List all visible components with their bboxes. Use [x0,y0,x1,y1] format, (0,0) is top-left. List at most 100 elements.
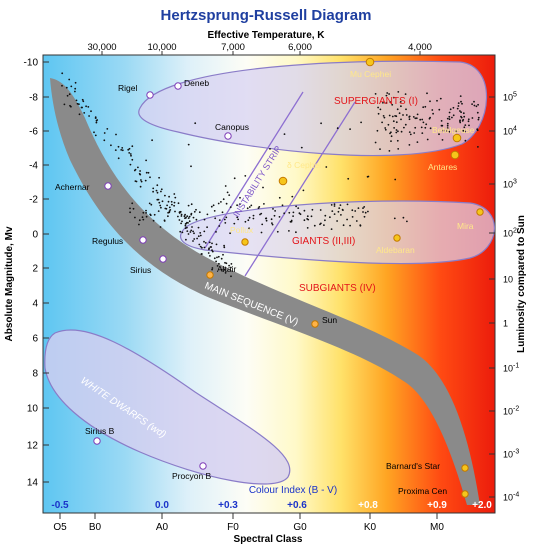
star-dot [311,208,314,211]
left-axis-tick-label: -8 [29,93,38,104]
left-axis-tick-label: 6 [32,334,38,345]
star-dot [161,200,164,203]
star-dot [192,230,195,233]
white-dwarf-region [44,329,291,485]
star-dot [128,152,131,154]
star-dot [416,141,419,144]
star-dot [132,207,135,210]
star-dot [468,124,470,127]
star-dot [397,148,400,150]
star-dot [391,115,394,118]
star-dot [131,202,134,205]
left-axis-tick-label: 2 [32,264,38,275]
star-dot [188,215,191,218]
star-dot [199,245,202,248]
star-dot [236,204,239,207]
star-dot [173,204,176,207]
star-dot [464,139,467,142]
star-dot [149,213,152,216]
star-dot [331,210,334,213]
star-dot [211,249,213,252]
star-dot [379,108,382,111]
star-dot [336,127,339,130]
star-dot [363,215,366,218]
star-dot [121,149,124,152]
star-dot [252,217,255,220]
star-dot [250,204,253,207]
star-dot [145,212,148,214]
star-dot [225,216,228,219]
star-dot [180,215,183,217]
star-dot [403,126,405,129]
star-dot [106,127,109,130]
star-dot [460,111,462,114]
star-dot [221,211,224,214]
star-dot [213,257,216,260]
star-dot [195,218,198,221]
star-dot [413,132,416,134]
star-dot [129,211,132,214]
star-dot [184,213,187,216]
star-dot [74,81,77,84]
top-axis-tick-label: 7,000 [221,42,245,53]
star-dot [225,202,228,205]
star-dot [187,204,190,207]
bottom-axis-label: Spectral Class [234,534,303,545]
star-dot [160,188,163,191]
star-dot [150,203,153,206]
star-dot [376,129,379,132]
star-dot [421,118,424,121]
star-dot [456,107,459,110]
star-marker [146,91,154,99]
star-dot [448,118,451,121]
star-dot [138,219,141,222]
star-dot [459,95,462,97]
star-dot [292,215,294,218]
star-label: Procyon B [172,471,212,481]
colour-index-tick-label: +0.3 [218,500,238,511]
star-dot [274,210,276,212]
bottom-axis-tick-label: K0 [364,522,377,533]
star-dot [377,112,380,115]
star-dot [374,141,377,144]
star-label: Pollux [230,225,254,235]
star-dot [303,219,306,222]
instability-strip-edge-left [204,91,304,249]
star-marker [224,132,232,140]
star-dot [364,211,367,214]
star-dot [452,114,455,117]
star-dot [457,105,460,107]
star-dot [247,219,250,222]
star-dot [193,232,195,235]
star-dot [152,190,155,193]
star-dot [445,129,448,132]
star-dot [153,213,156,216]
star-dot [414,126,417,129]
star-dot [412,116,415,118]
star-dot [139,170,142,172]
star-label: Betelgeuse [432,125,475,135]
star-dot [459,110,461,112]
star-dot [74,87,77,90]
left-axis-tick-label: -6 [29,127,38,138]
star-dot [226,191,229,194]
star-dot [159,204,162,207]
star-dot [471,103,473,105]
star-dot [88,115,90,117]
star-dot [441,124,444,127]
star-dot [421,132,424,135]
star-dot [388,150,391,152]
star-dot [278,196,281,199]
star-dot [159,226,162,228]
star-dot [199,234,202,237]
star-dot [436,99,438,102]
star-dot [408,144,411,146]
star-dot [198,211,201,214]
star-dot [292,211,295,214]
star-dot [229,206,232,209]
star-dot [419,118,422,121]
star-dot [395,121,398,124]
star-dot [408,115,411,118]
star-dot [385,94,388,97]
star-dot [302,189,305,192]
